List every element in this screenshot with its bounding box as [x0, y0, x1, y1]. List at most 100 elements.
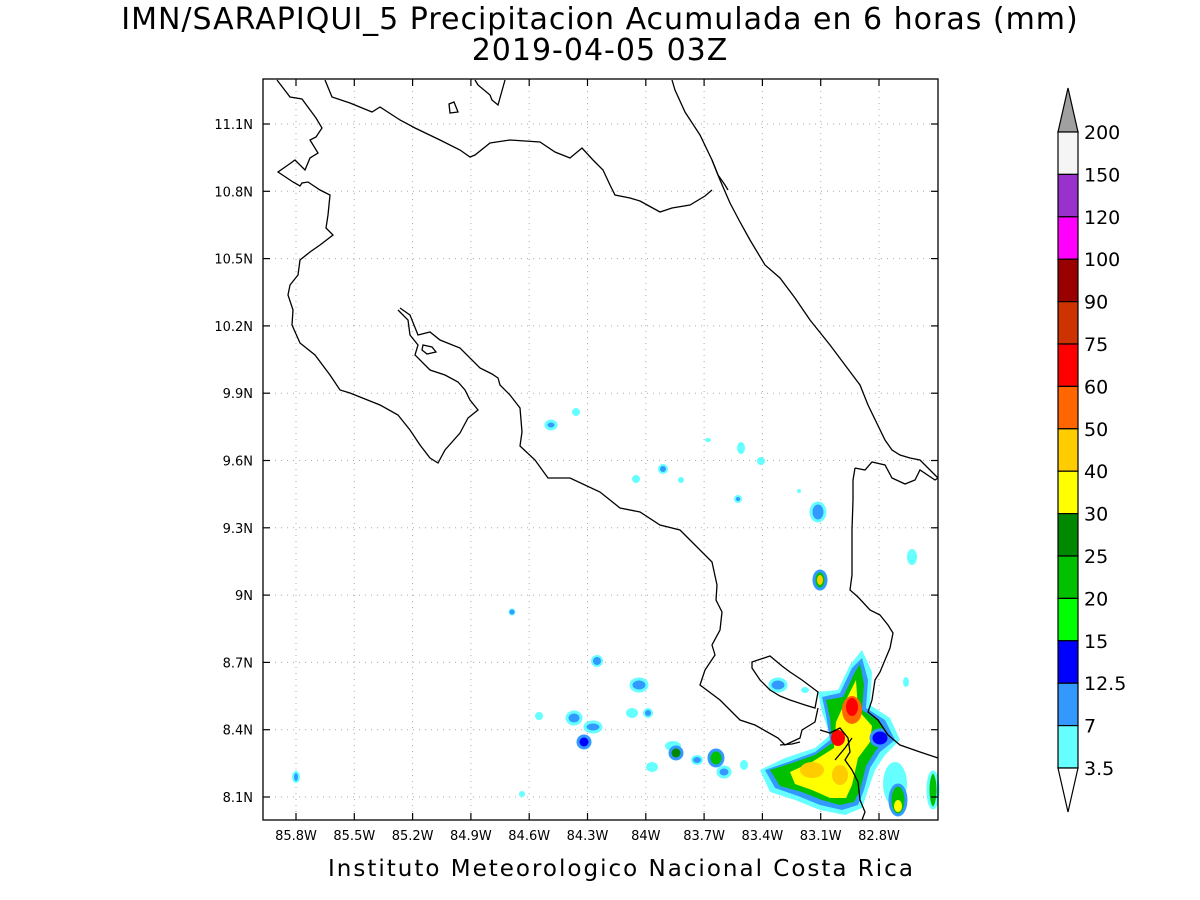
lon-tick-label: 84W — [631, 829, 661, 844]
colorbar-label: 75 — [1084, 334, 1108, 356]
lon-tick-label: 85.2W — [392, 829, 434, 844]
precip-cell — [907, 549, 917, 565]
precip-cell — [535, 712, 543, 720]
precip-cell — [668, 745, 684, 761]
lat-tick-label: 9.3N — [223, 522, 253, 537]
map-date-subtitle: 2019-04-05 03Z — [471, 33, 729, 68]
precip-cell — [691, 755, 703, 765]
colorbar-label: 50 — [1084, 419, 1108, 441]
lat-tick-label: 9.9N — [223, 387, 253, 402]
colorbar-swatch — [1057, 173, 1079, 218]
lat-tick-label: 8.1N — [223, 791, 253, 806]
precip-cell — [292, 771, 300, 783]
colorbar-swatch — [1057, 470, 1079, 515]
precip-cell — [678, 477, 684, 483]
precip-cell — [846, 698, 858, 716]
precip-cell — [734, 495, 742, 503]
colorbar-label: 25 — [1084, 546, 1108, 568]
lat-tick-label: 9.6N — [223, 455, 253, 470]
coastline-borders — [276, 79, 939, 821]
colorbar-label: 120 — [1084, 207, 1120, 229]
precip-cell — [768, 677, 788, 693]
precip-cell — [716, 765, 732, 779]
colorbar-label: 40 — [1084, 461, 1108, 483]
precip-cell — [926, 770, 940, 810]
colorbar-swatch — [1057, 640, 1079, 684]
map-title: IMN/SARAPIQUI_5 Precipitacion Acumulada … — [121, 2, 1079, 37]
precip-cell — [800, 762, 824, 778]
longitude-axis: 85.8W 85.5W 85.2W 84.9W 84.6W 84.3W 84W 83.7W 83… — [275, 79, 900, 844]
precip-cell — [809, 501, 827, 523]
colorbar-swatch — [1057, 385, 1079, 430]
colorbar-label: 15 — [1084, 631, 1108, 653]
colorbar-swatch — [1057, 597, 1079, 642]
lon-tick-label: 83.7W — [683, 829, 725, 844]
lon-tick-label: 84.9W — [450, 829, 492, 844]
colorbar-label: 30 — [1084, 504, 1108, 526]
lat-tick-label: 11.1N — [214, 118, 253, 133]
precip-cell — [740, 760, 748, 770]
colorbar-swatch — [1057, 724, 1079, 769]
lon-tick-label: 85.8W — [275, 829, 317, 844]
precip-cell — [869, 728, 891, 748]
precip-cell — [591, 655, 603, 667]
precip-cell — [576, 734, 592, 750]
precip-cell — [572, 408, 580, 416]
lon-tick-label: 82.8W — [858, 829, 900, 844]
colorbar-swatch — [1057, 682, 1079, 727]
precip-cell — [737, 442, 745, 454]
colorbar-min-arrow — [1057, 767, 1079, 813]
colorbar-swatch — [1057, 555, 1079, 600]
colorbar-swatch — [1057, 216, 1079, 260]
map-frame — [262, 78, 939, 821]
lat-tick-label: 9N — [235, 589, 253, 604]
colorbar-swatch — [1057, 343, 1079, 388]
colorbar-swatch — [1057, 131, 1079, 176]
lat-tick-label: 10.5N — [214, 253, 253, 268]
latitude-axis: 11.1N 10.8N 10.5N 10.2N 9.9N 9.6N 9.3N 9N 8.7N 8.… — [214, 118, 938, 806]
colorbar-label: 7 — [1084, 716, 1096, 738]
precip-cell — [565, 710, 583, 726]
precip-cell — [583, 720, 603, 734]
colorbar-label: 3.5 — [1084, 758, 1114, 780]
lon-tick-label: 84.6W — [508, 829, 550, 844]
precip-cell — [817, 575, 823, 585]
precip-cell — [903, 677, 909, 687]
precip-cell — [705, 438, 711, 442]
colorbar-label: 12.5 — [1084, 673, 1126, 695]
lat-tick-label: 10.8N — [214, 185, 253, 200]
colorbar-label: 100 — [1084, 249, 1120, 271]
precip-cell — [632, 475, 640, 483]
lat-tick-label: 8.7N — [223, 656, 253, 671]
lon-tick-label: 84.3W — [567, 829, 609, 844]
colorbar-label: 200 — [1084, 122, 1120, 144]
colorbar-max-arrow — [1057, 87, 1079, 133]
precip-cell — [544, 419, 558, 431]
precip-cell — [894, 800, 902, 812]
precip-cell — [643, 708, 653, 718]
precip-cell — [801, 687, 809, 693]
colorbar-label: 20 — [1084, 588, 1108, 610]
lon-tick-label: 85.5W — [333, 829, 375, 844]
colorbar-swatch — [1057, 301, 1079, 345]
lon-tick-label: 83.4W — [741, 829, 783, 844]
colorbar-swatch — [1057, 428, 1079, 472]
precip-cell — [508, 608, 516, 616]
colorbar-label: 90 — [1084, 292, 1108, 314]
precip-cell — [707, 748, 725, 768]
precipitation-field — [292, 408, 940, 817]
precip-cell — [626, 708, 638, 718]
precip-cell — [826, 786, 844, 798]
lon-tick-label: 83.1W — [800, 829, 842, 844]
precip-cell — [519, 791, 525, 797]
precip-cell — [832, 765, 848, 785]
colorbar-swatch — [1057, 512, 1079, 557]
colorbar-swatch — [1057, 258, 1079, 303]
lat-tick-label: 10.2N — [214, 320, 253, 335]
footer-credit: Instituto Meteorologico Nacional Costa R… — [328, 856, 915, 882]
precip-cell — [797, 489, 801, 493]
precip-cell — [757, 457, 765, 465]
colorbar-label: 150 — [1084, 164, 1120, 186]
precip-cell — [831, 730, 845, 746]
